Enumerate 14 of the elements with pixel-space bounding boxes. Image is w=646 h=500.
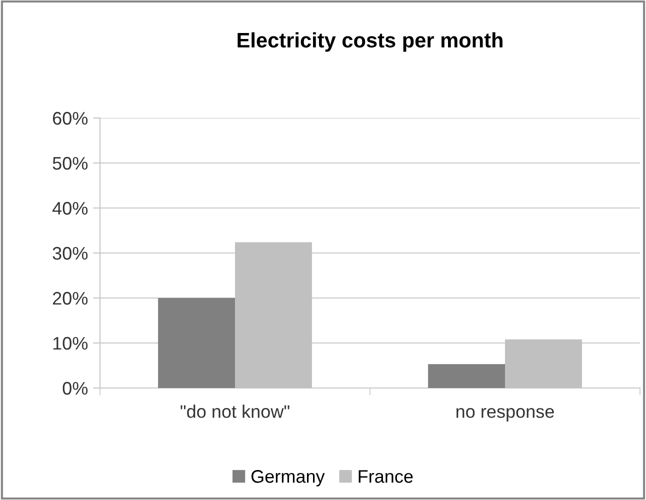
y-tick-label: 30%: [52, 246, 88, 260]
y-tick-label: 10%: [53, 336, 88, 350]
x-tick-label: "do not know": [180, 404, 290, 418]
x-tick-label: no response: [456, 408, 554, 422]
bar: [428, 364, 505, 388]
legend-label: France: [358, 470, 413, 483]
y-tick-label: 40%: [52, 202, 88, 215]
y-tick-label: 0%: [62, 382, 88, 395]
y-tick-label: 50%: [52, 156, 88, 170]
chart-title: Electricity costs per month: [238, 32, 502, 52]
legend-label: Germany: [251, 470, 325, 486]
y-tick-label: 60%: [52, 112, 88, 125]
bar: [158, 298, 235, 388]
y-tick-label: 20%: [52, 292, 88, 305]
